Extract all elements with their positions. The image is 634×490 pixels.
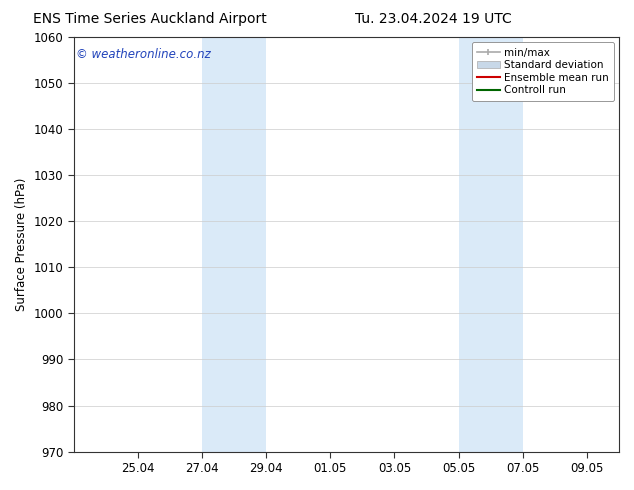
Text: © weatheronline.co.nz: © weatheronline.co.nz	[77, 48, 211, 60]
Text: Tu. 23.04.2024 19 UTC: Tu. 23.04.2024 19 UTC	[355, 12, 512, 26]
Bar	[458, 37, 523, 452]
Y-axis label: Surface Pressure (hPa): Surface Pressure (hPa)	[15, 178, 28, 311]
Text: ENS Time Series Auckland Airport: ENS Time Series Auckland Airport	[32, 12, 266, 26]
Bar	[202, 37, 266, 452]
Legend: min/max, Standard deviation, Ensemble mean run, Controll run: min/max, Standard deviation, Ensemble me…	[472, 42, 614, 100]
